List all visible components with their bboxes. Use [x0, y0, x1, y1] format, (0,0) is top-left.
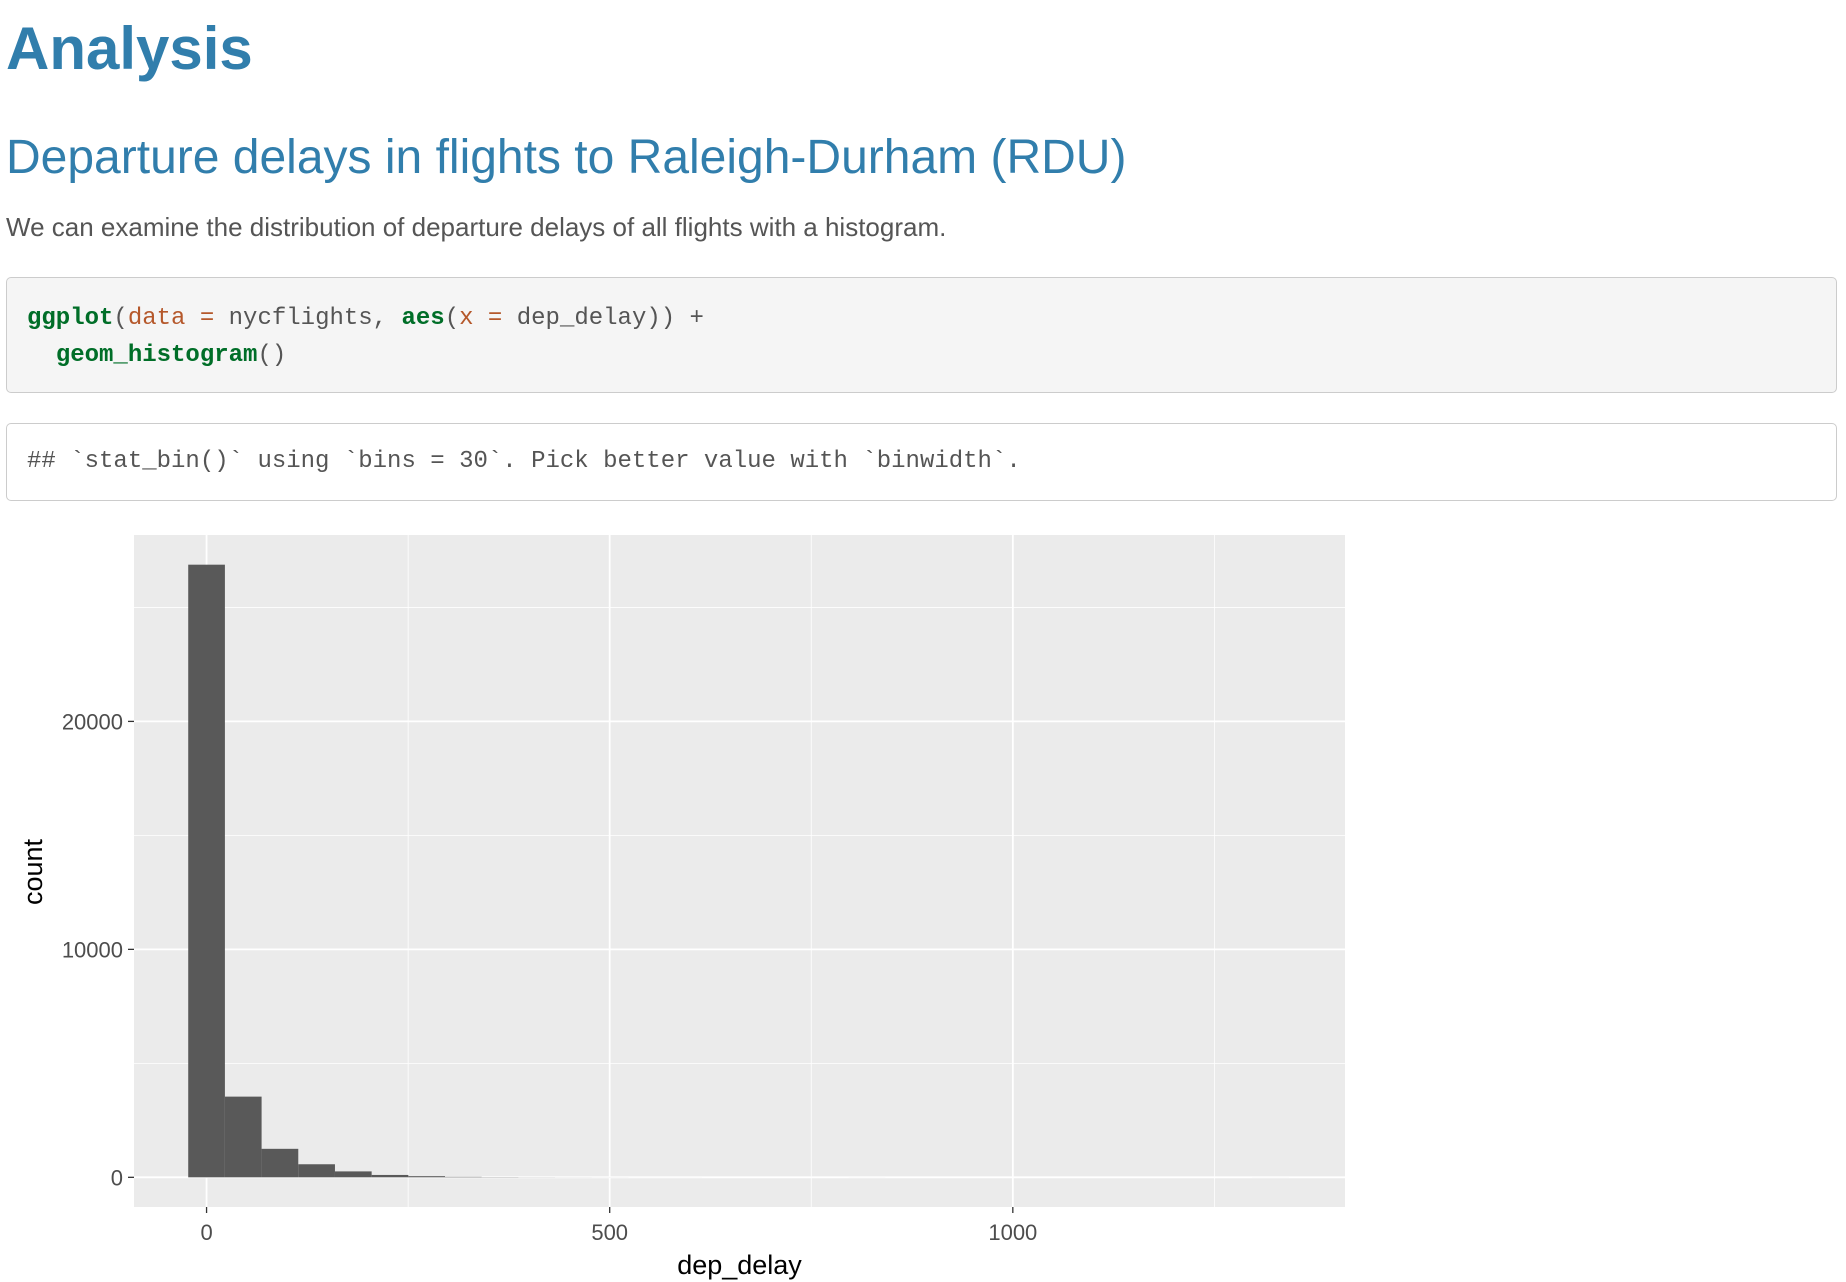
code-token: (	[113, 305, 128, 332]
output-text: ## `stat_bin()` using `bins = 30`. Pick …	[27, 448, 1021, 475]
x-tick-label: 500	[591, 1220, 628, 1245]
code-token: geom_histogram	[55, 342, 258, 369]
y-axis-title: count	[18, 838, 48, 905]
chart: 0 10000 20000 0 500 1000 dep_delay count	[18, 535, 1345, 1280]
plot-panel	[134, 535, 1345, 1207]
code-token: x =	[459, 305, 503, 332]
code-token: data =	[127, 305, 215, 332]
page-title: Analysis	[6, 15, 253, 82]
bar	[188, 564, 225, 1178]
code-line: geom_histogram()	[27, 337, 1836, 374]
y-tick-label: 0	[111, 1165, 123, 1190]
bar	[298, 1164, 335, 1178]
code-token: dep_delay)) +	[502, 305, 704, 332]
code-token: (	[444, 305, 460, 332]
y-tick-label: 20000	[62, 709, 123, 734]
x-tick-label: 0	[200, 1220, 212, 1245]
bar	[371, 1174, 409, 1178]
y-tick-label: 10000	[62, 937, 123, 962]
code-line: ggplot(data = nycflights, aes(x = dep_de…	[27, 300, 1836, 337]
bar	[408, 1176, 446, 1178]
code-token: ()	[257, 342, 287, 369]
code-token: nycflights,	[214, 305, 402, 332]
section-title: Departure delays in flights to Raleigh-D…	[6, 131, 1127, 184]
bar	[224, 1096, 262, 1178]
x-axis-title: dep_delay	[677, 1250, 802, 1280]
x-tick-label: 1000	[988, 1220, 1037, 1245]
bar	[334, 1171, 372, 1178]
paragraph: We can examine the distribution of depar…	[6, 212, 947, 242]
bar	[261, 1148, 299, 1178]
code-token: aes	[401, 305, 445, 332]
code-block: ggplot(data = nycflights, aes(x = dep_de…	[6, 277, 1837, 393]
output-block: ## `stat_bin()` using `bins = 30`. Pick …	[6, 423, 1837, 501]
code-token: ggplot	[27, 305, 114, 332]
code-token	[27, 342, 56, 369]
